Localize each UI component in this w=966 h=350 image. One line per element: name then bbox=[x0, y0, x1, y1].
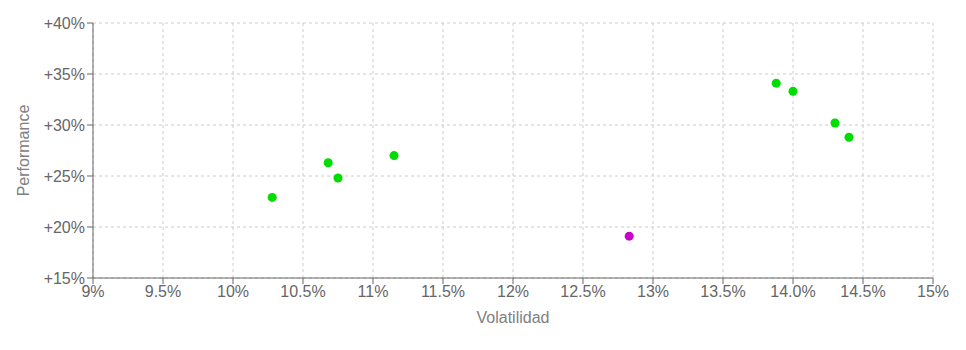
svg-text:10.5%: 10.5% bbox=[280, 283, 325, 300]
svg-text:9%: 9% bbox=[81, 283, 105, 301]
svg-text:Volatilidad: Volatilidad bbox=[477, 309, 550, 326]
svg-text:+35%: +35% bbox=[44, 66, 85, 83]
svg-text:11%: 11% bbox=[358, 283, 389, 300]
svg-text:+15%: +15% bbox=[44, 270, 85, 287]
svg-text:13%: 13% bbox=[637, 283, 669, 300]
svg-text:11.5%: 11.5% bbox=[421, 283, 465, 300]
svg-text:13.5%: 13.5% bbox=[700, 283, 745, 300]
svg-text:14.5%: 14.5% bbox=[840, 283, 885, 300]
svg-text:+25%: +25% bbox=[44, 168, 85, 185]
svg-text:12.5%: 12.5% bbox=[560, 283, 605, 300]
svg-text:+30%: +30% bbox=[44, 117, 85, 134]
svg-text:10%: 10% bbox=[217, 283, 249, 300]
svg-text:14.0%: 14.0% bbox=[770, 283, 815, 300]
svg-text:+40%: +40% bbox=[44, 15, 85, 32]
svg-text:+20%: +20% bbox=[44, 219, 85, 236]
svg-text:9.5%: 9.5% bbox=[145, 283, 181, 300]
svg-text:Performance: Performance bbox=[15, 105, 32, 197]
svg-text:12%: 12% bbox=[497, 283, 529, 300]
svg-text:15%: 15% bbox=[917, 283, 949, 300]
